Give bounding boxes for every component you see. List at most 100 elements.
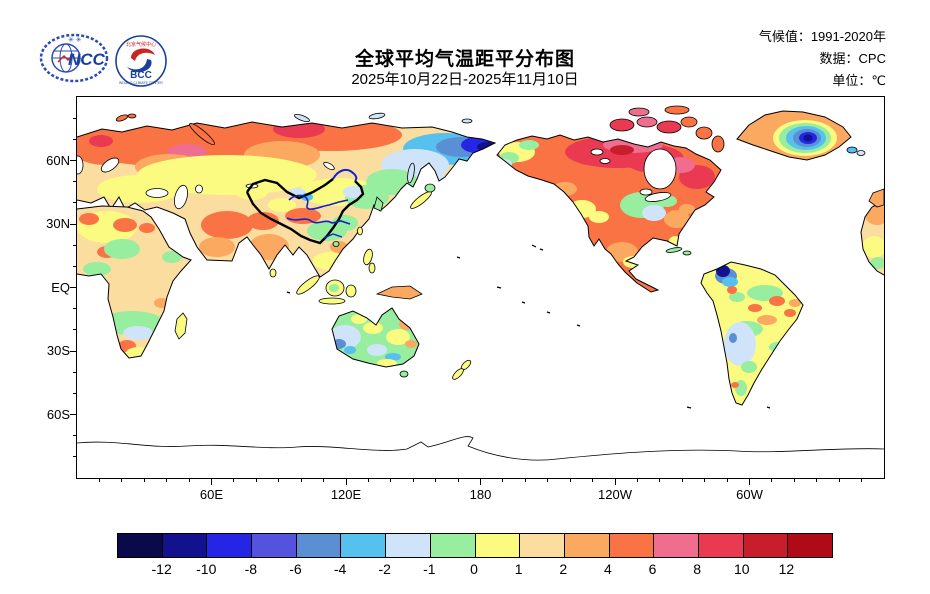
lon-minor-tick xyxy=(412,478,414,482)
lat-minor-tick xyxy=(73,329,77,331)
china-rivers xyxy=(286,194,351,239)
coastline-novaya-zemlya xyxy=(189,122,215,146)
anomaly-patches-south-america xyxy=(701,262,803,405)
lon-minor-tick xyxy=(166,478,168,482)
colorbar-cell xyxy=(474,534,520,557)
lon-minor-tick xyxy=(278,478,280,482)
date-range-subtitle: 2025年10月22日-2025年11月10日 xyxy=(351,71,579,88)
bcc-swirl-red xyxy=(131,48,155,61)
coastline-wrangel xyxy=(461,118,473,124)
coastline-north-america xyxy=(496,134,722,293)
ncc-logo: NCC ✳ ✳ xyxy=(39,33,109,83)
lon-major-tick xyxy=(614,478,616,485)
lon-minor-tick xyxy=(255,478,257,482)
lon-tick-label: 60E xyxy=(199,487,224,502)
colorbar-cell xyxy=(161,534,207,557)
coastline-west-africa xyxy=(860,200,884,276)
lat-tick-label: EQ xyxy=(51,279,70,295)
lon-minor-tick xyxy=(771,478,773,482)
colorbar-cell xyxy=(653,534,698,557)
anomaly-patches-australia xyxy=(332,308,419,367)
coastline-java xyxy=(318,297,346,305)
coastline-severnaya-zemlya xyxy=(294,113,310,123)
lon-minor-tick xyxy=(569,478,571,482)
lat-tick-label: 30S xyxy=(46,343,70,358)
lon-major-tick xyxy=(211,478,212,485)
lon-major-tick xyxy=(480,478,481,485)
lon-minor-tick xyxy=(435,478,437,482)
colorbar-tick-label: -2 xyxy=(378,561,391,577)
coastline-iceland-2 xyxy=(856,150,866,156)
lon-minor-tick xyxy=(793,478,795,482)
lon-minor-tick xyxy=(524,478,526,482)
lon-minor-tick xyxy=(98,478,100,482)
coastline-mindanao xyxy=(368,262,376,274)
map-metadata: 气候值：1991-2020年 数据：CPC 单位：℃ xyxy=(759,26,886,92)
coastline-japan-honshu xyxy=(410,191,432,209)
colorbar-cell xyxy=(697,534,743,557)
lakes xyxy=(100,148,677,210)
colorbar-cell xyxy=(251,534,296,557)
coastline-philippines xyxy=(363,248,373,266)
coastline-greenland xyxy=(736,110,852,161)
ncc-wreath xyxy=(39,33,109,83)
lon-minor-tick xyxy=(188,478,190,482)
lon-minor-tick xyxy=(659,478,661,482)
anomaly-patches-africa xyxy=(77,206,191,358)
lon-minor-tick xyxy=(300,478,302,482)
colorbar-tick-label: -12 xyxy=(151,561,172,577)
coastline-korea xyxy=(373,196,384,212)
lat-minor-tick xyxy=(73,265,77,267)
coastline-australia xyxy=(331,307,420,368)
lat-tick-label: 30N xyxy=(46,216,70,231)
small-islands xyxy=(286,244,771,409)
world-anomaly-map xyxy=(76,96,885,479)
bcc-bottom-text: BEIJING CLIMATE CENTER xyxy=(119,81,163,85)
lat-major-tick xyxy=(70,414,77,415)
datasource-line: 数据：CPC xyxy=(819,51,886,66)
lon-minor-tick xyxy=(681,478,683,482)
lon-minor-tick xyxy=(502,478,504,482)
coastline-iceland xyxy=(846,146,858,154)
bcc-logo: 北京气候中心 BCC BEIJING CLIMATE CENTER xyxy=(115,35,167,87)
colorbar-tick-label: 12 xyxy=(778,561,795,577)
coastline-south-america xyxy=(700,261,804,406)
page-title: 全球平均气温距平分布图 xyxy=(354,49,575,70)
lon-minor-tick xyxy=(367,478,369,482)
lat-minor-tick xyxy=(73,244,77,246)
lon-minor-tick xyxy=(233,478,235,482)
colorbar-cell xyxy=(118,534,162,557)
lat-major-tick xyxy=(70,160,77,161)
lon-minor-tick xyxy=(390,478,392,482)
coastline-svalbard xyxy=(115,114,129,122)
lon-tick-label: 120W xyxy=(598,487,632,502)
coastline-antarctica xyxy=(77,436,884,461)
colorbar-cell xyxy=(608,534,654,557)
lon-tick-label: 60W xyxy=(736,487,763,502)
lat-minor-tick xyxy=(73,138,77,140)
china-boundary xyxy=(245,178,365,245)
coastline-sri-lanka xyxy=(269,268,277,278)
coastline-new-zealand-south xyxy=(452,368,464,380)
coastline-japan-hokkaido xyxy=(424,183,436,193)
lon-minor-tick xyxy=(704,478,706,482)
coastline-hispaniola xyxy=(682,250,692,256)
coastline-sumatra xyxy=(296,275,320,295)
lon-minor-tick xyxy=(861,478,863,482)
lon-minor-tick xyxy=(816,478,818,482)
world-map-svg xyxy=(77,105,884,461)
anomaly-patches-greenland xyxy=(737,111,851,160)
colorbar-cell xyxy=(385,534,430,557)
coastline-new-siberian-islands xyxy=(368,112,386,120)
lat-minor-tick xyxy=(73,392,77,394)
svg-text:✳ ✳: ✳ ✳ xyxy=(68,36,82,44)
coastline-hainan xyxy=(332,241,340,247)
coastline-sulawesi xyxy=(345,284,357,298)
lat-tick-label: 60S xyxy=(46,406,70,422)
colorbar-cell xyxy=(340,534,386,557)
lat-tick-label: 60N xyxy=(46,152,70,168)
colorbar-tick-label: -8 xyxy=(244,561,258,577)
lon-tick-label: 180 xyxy=(469,487,492,502)
lon-minor-tick xyxy=(143,478,145,482)
